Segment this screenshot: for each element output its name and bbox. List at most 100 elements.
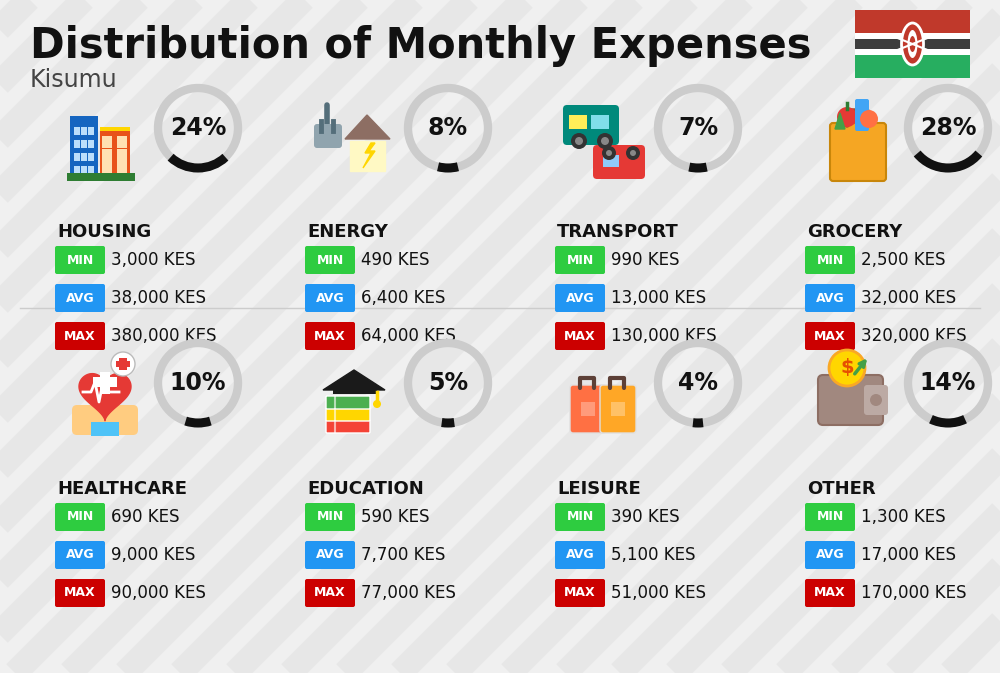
- Polygon shape: [350, 141, 385, 171]
- FancyBboxPatch shape: [593, 145, 645, 179]
- Text: 2,500 KES: 2,500 KES: [861, 251, 946, 269]
- FancyBboxPatch shape: [326, 420, 370, 433]
- Text: AVG: AVG: [316, 548, 344, 561]
- Text: 24%: 24%: [170, 116, 226, 140]
- Bar: [74, 127, 80, 135]
- Text: MIN: MIN: [816, 254, 844, 267]
- Text: HOUSING: HOUSING: [57, 223, 151, 241]
- Bar: [74, 166, 80, 174]
- Text: OTHER: OTHER: [807, 480, 876, 498]
- FancyBboxPatch shape: [305, 322, 355, 350]
- Text: 90,000 KES: 90,000 KES: [111, 584, 206, 602]
- FancyBboxPatch shape: [805, 541, 855, 569]
- Polygon shape: [345, 115, 390, 139]
- Bar: [81, 166, 87, 174]
- Text: ENERGY: ENERGY: [307, 223, 388, 241]
- Text: 77,000 KES: 77,000 KES: [361, 584, 456, 602]
- Text: 13,000 KES: 13,000 KES: [611, 289, 706, 307]
- Text: MAX: MAX: [314, 586, 346, 600]
- FancyBboxPatch shape: [805, 284, 855, 312]
- FancyBboxPatch shape: [563, 105, 619, 145]
- Bar: [603, 155, 619, 167]
- Text: LEISURE: LEISURE: [557, 480, 641, 498]
- Text: MAX: MAX: [314, 330, 346, 343]
- FancyBboxPatch shape: [555, 579, 605, 607]
- Bar: [88, 166, 94, 174]
- Text: AVG: AVG: [566, 291, 594, 304]
- Circle shape: [626, 146, 640, 160]
- FancyBboxPatch shape: [55, 284, 105, 312]
- Text: 32,000 KES: 32,000 KES: [861, 289, 956, 307]
- Circle shape: [601, 137, 609, 145]
- Text: 7,700 KES: 7,700 KES: [361, 546, 445, 564]
- Bar: [102, 162, 112, 174]
- Text: MIN: MIN: [566, 254, 594, 267]
- Bar: [88, 140, 94, 148]
- FancyBboxPatch shape: [305, 541, 355, 569]
- FancyBboxPatch shape: [555, 541, 605, 569]
- Circle shape: [597, 133, 613, 149]
- FancyBboxPatch shape: [555, 322, 605, 350]
- FancyBboxPatch shape: [55, 503, 105, 531]
- FancyBboxPatch shape: [600, 385, 636, 433]
- Text: MAX: MAX: [564, 586, 596, 600]
- Bar: [611, 402, 625, 416]
- FancyBboxPatch shape: [305, 246, 355, 274]
- Bar: [74, 140, 80, 148]
- Text: 490 KES: 490 KES: [361, 251, 430, 269]
- Text: AVG: AVG: [66, 548, 94, 561]
- Text: 1,300 KES: 1,300 KES: [861, 508, 946, 526]
- Text: 130,000 KES: 130,000 KES: [611, 327, 717, 345]
- Text: AVG: AVG: [816, 291, 844, 304]
- Text: MIN: MIN: [566, 511, 594, 524]
- Text: MIN: MIN: [316, 254, 344, 267]
- Bar: [100, 127, 130, 131]
- Bar: [591, 115, 609, 129]
- Text: 4%: 4%: [678, 371, 718, 395]
- FancyBboxPatch shape: [326, 408, 370, 421]
- Text: 5,100 KES: 5,100 KES: [611, 546, 696, 564]
- Text: TRANSPORT: TRANSPORT: [557, 223, 679, 241]
- Bar: [91, 422, 119, 436]
- FancyBboxPatch shape: [805, 579, 855, 607]
- Circle shape: [606, 150, 612, 156]
- Text: MAX: MAX: [814, 586, 846, 600]
- Text: 380,000 KES: 380,000 KES: [111, 327, 216, 345]
- Polygon shape: [363, 143, 375, 168]
- Text: 320,000 KES: 320,000 KES: [861, 327, 967, 345]
- Bar: [67, 173, 135, 181]
- FancyBboxPatch shape: [55, 541, 105, 569]
- Bar: [88, 153, 94, 161]
- Ellipse shape: [902, 23, 924, 65]
- Bar: [100, 372, 110, 394]
- Circle shape: [870, 394, 882, 406]
- Bar: [855, 10, 970, 78]
- Ellipse shape: [910, 36, 916, 52]
- Circle shape: [837, 107, 857, 127]
- Circle shape: [575, 137, 583, 145]
- FancyBboxPatch shape: [555, 284, 605, 312]
- Text: 990 KES: 990 KES: [611, 251, 680, 269]
- Polygon shape: [79, 374, 131, 421]
- Circle shape: [373, 400, 381, 408]
- Circle shape: [602, 146, 616, 160]
- FancyBboxPatch shape: [555, 246, 605, 274]
- FancyBboxPatch shape: [570, 385, 606, 433]
- Circle shape: [630, 150, 636, 156]
- Text: MIN: MIN: [316, 511, 344, 524]
- Bar: [70, 116, 98, 178]
- Text: HEALTHCARE: HEALTHCARE: [57, 480, 187, 498]
- Text: AVG: AVG: [816, 548, 844, 561]
- FancyBboxPatch shape: [555, 503, 605, 531]
- FancyBboxPatch shape: [864, 385, 888, 415]
- Text: 10%: 10%: [170, 371, 226, 395]
- Text: 17,000 KES: 17,000 KES: [861, 546, 956, 564]
- Circle shape: [829, 350, 865, 386]
- Bar: [93, 377, 117, 387]
- Text: EDUCATION: EDUCATION: [307, 480, 424, 498]
- Text: $: $: [840, 359, 854, 378]
- Text: AVG: AVG: [316, 291, 344, 304]
- Text: 9,000 KES: 9,000 KES: [111, 546, 195, 564]
- Bar: [81, 140, 87, 148]
- Bar: [117, 136, 127, 148]
